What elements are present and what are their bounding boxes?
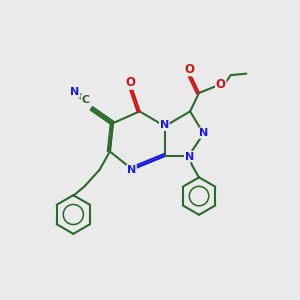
Text: N: N (200, 128, 209, 138)
Text: N: N (70, 87, 80, 97)
Text: O: O (126, 76, 136, 89)
Text: C: C (81, 95, 90, 105)
Text: O: O (216, 78, 226, 91)
Text: N: N (184, 152, 194, 161)
Text: N: N (127, 165, 136, 175)
Text: O: O (184, 63, 194, 76)
Text: N: N (160, 120, 169, 130)
